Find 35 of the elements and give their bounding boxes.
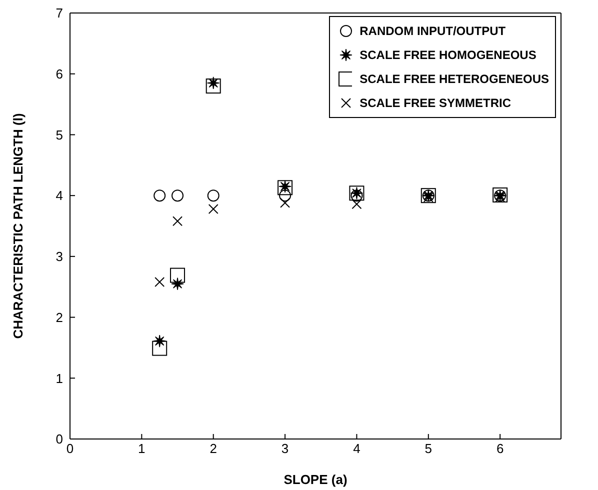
x-tick-label: 6 xyxy=(496,441,504,456)
legend-label: RANDOM INPUT/OUTPUT xyxy=(360,24,506,38)
point xyxy=(350,190,363,202)
legend-label: SCALE FREE HETEROGENEOUS xyxy=(360,72,549,86)
y-tick-label: 7 xyxy=(56,6,63,21)
point xyxy=(206,78,221,94)
x-tick-label: 1 xyxy=(138,441,146,456)
point xyxy=(152,340,168,356)
point xyxy=(279,190,292,202)
point xyxy=(207,190,220,202)
point xyxy=(172,216,183,226)
x-tick-label: 5 xyxy=(424,441,432,456)
point xyxy=(280,198,290,208)
y-tick-label: 4 xyxy=(56,188,63,204)
y-axis-title: CHARACTERISTIC PATH LENGTH (l) xyxy=(10,113,26,339)
y-tick-label: 2 xyxy=(56,310,63,325)
point xyxy=(208,204,218,214)
y-tick-label: 1 xyxy=(56,370,63,386)
legend-label: SCALE FREE HOMOGENEOUS xyxy=(360,48,536,62)
x-axis-title: SLOPE (a) xyxy=(284,472,348,487)
x-tick-label: 0 xyxy=(66,441,74,456)
y-tick-label: 6 xyxy=(56,66,63,82)
y-tick-label: 3 xyxy=(56,249,63,264)
point xyxy=(352,199,362,210)
point xyxy=(206,76,220,90)
y-tick-label: 5 xyxy=(56,127,63,142)
point xyxy=(170,268,186,283)
point xyxy=(172,190,184,202)
point xyxy=(154,276,165,287)
y-tick-label: 0 xyxy=(56,432,63,447)
x-tick-label: 4 xyxy=(353,441,360,456)
x-tick-label: 2 xyxy=(210,441,217,456)
point xyxy=(154,190,166,202)
x-tick-label: 3 xyxy=(281,441,289,456)
legend-label: SCALE FREE SYMMETRIC xyxy=(360,96,511,110)
